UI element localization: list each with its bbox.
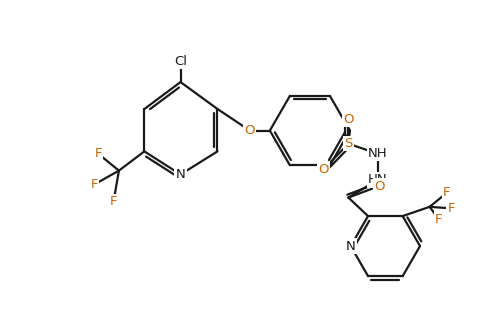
Text: F: F <box>443 186 450 200</box>
Text: O: O <box>374 179 384 193</box>
Text: F: F <box>447 202 455 215</box>
Text: S: S <box>344 137 353 150</box>
Text: NH: NH <box>368 147 387 160</box>
Text: F: F <box>95 147 102 160</box>
Text: N: N <box>346 240 356 253</box>
Text: HN: HN <box>368 173 387 186</box>
Text: F: F <box>91 178 98 191</box>
Text: O: O <box>319 163 329 175</box>
Text: F: F <box>110 195 118 208</box>
Text: N: N <box>176 168 185 181</box>
Text: O: O <box>245 124 255 137</box>
Text: Cl: Cl <box>174 55 187 68</box>
Text: O: O <box>343 113 354 125</box>
Text: F: F <box>435 213 443 226</box>
